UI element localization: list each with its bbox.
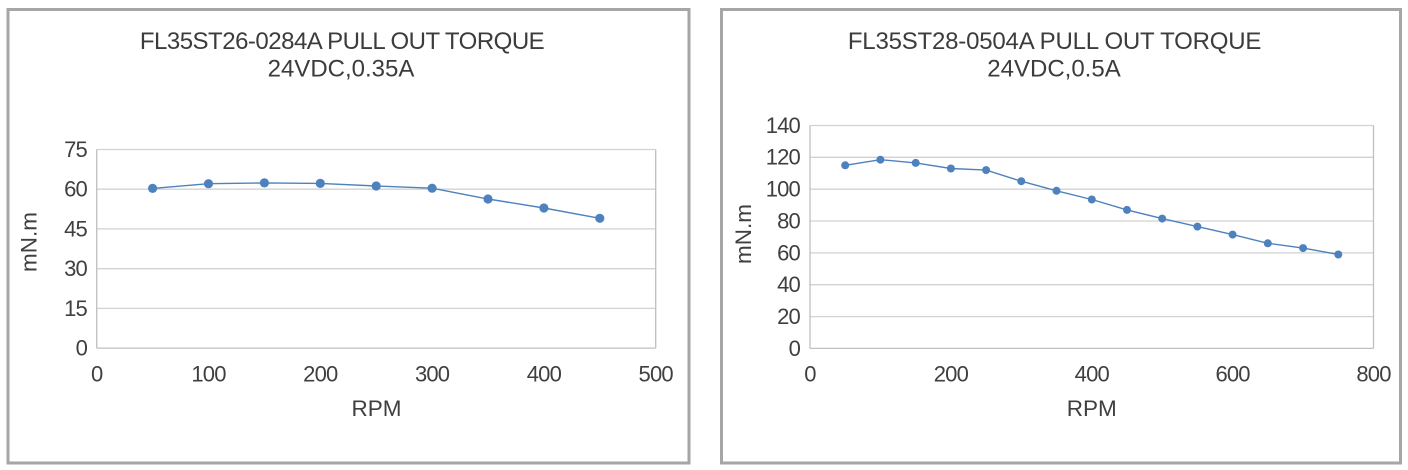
svg-text:FL35ST26-0284A PULL OUT TORQUE: FL35ST26-0284A PULL OUT TORQUE	[140, 28, 544, 55]
svg-text:60: 60	[777, 240, 800, 265]
svg-text:300: 300	[415, 362, 450, 387]
svg-text:200: 200	[303, 362, 338, 387]
svg-text:100: 100	[191, 362, 226, 387]
svg-text:24VDC,0.5A: 24VDC,0.5A	[987, 56, 1120, 83]
svg-text:RPM: RPM	[352, 396, 402, 421]
svg-text:mN.m: mN.m	[731, 204, 756, 264]
svg-text:600: 600	[1215, 362, 1250, 387]
svg-text:FL35ST28-0504A PULL OUT TORQUE: FL35ST28-0504A PULL OUT TORQUE	[848, 28, 1261, 55]
svg-text:40: 40	[777, 272, 800, 297]
svg-text:400: 400	[1075, 362, 1110, 387]
svg-text:75: 75	[64, 137, 87, 162]
svg-text:45: 45	[64, 216, 87, 241]
svg-text:200: 200	[934, 362, 969, 387]
svg-text:0: 0	[804, 362, 816, 387]
svg-text:20: 20	[777, 304, 800, 329]
svg-text:800: 800	[1356, 362, 1391, 387]
svg-text:60: 60	[64, 177, 87, 202]
svg-text:30: 30	[64, 256, 87, 281]
svg-text:RPM: RPM	[1067, 396, 1117, 421]
svg-text:120: 120	[766, 145, 801, 170]
svg-text:80: 80	[777, 208, 800, 233]
svg-text:0: 0	[789, 336, 801, 361]
svg-text:24VDC,0.35A: 24VDC,0.35A	[268, 56, 415, 83]
svg-text:15: 15	[64, 296, 87, 321]
svg-text:140: 140	[766, 113, 801, 138]
svg-text:400: 400	[527, 362, 562, 387]
svg-text:mN.m: mN.m	[17, 212, 42, 272]
svg-text:0: 0	[91, 362, 103, 387]
svg-text:500: 500	[639, 362, 674, 387]
svg-text:100: 100	[766, 177, 801, 202]
svg-text:0: 0	[76, 336, 88, 361]
